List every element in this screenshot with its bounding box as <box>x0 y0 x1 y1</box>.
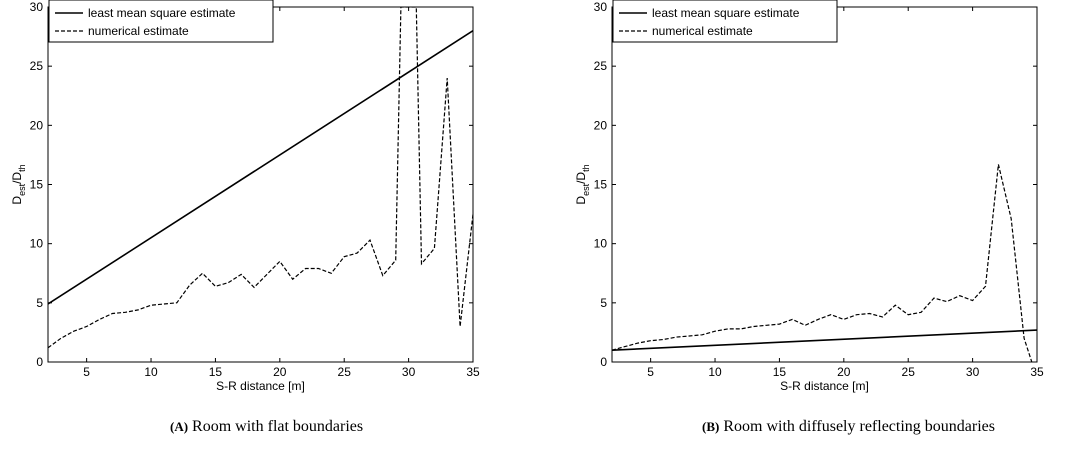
plot-area <box>47 6 474 363</box>
caption-b-tag: (B) <box>702 419 720 434</box>
y-tick-label: 0 <box>36 355 43 369</box>
series-least-mean-square-line <box>48 30 473 305</box>
legend-label: least mean square estimate <box>652 6 800 20</box>
x-tick-label: 20 <box>273 365 287 379</box>
y-tick-label: 25 <box>30 59 44 73</box>
y-tick-label: 10 <box>30 237 44 251</box>
x-tick-label: 10 <box>708 365 722 379</box>
legend-label: least mean square estimate <box>88 6 236 20</box>
caption-a-tag: (A) <box>170 419 189 434</box>
x-tick-label: 10 <box>144 365 158 379</box>
y-tick-label: 20 <box>594 118 608 132</box>
legend-label: numerical estimate <box>88 24 189 38</box>
x-axis-label: S-R distance [m] <box>780 379 869 393</box>
y-tick-label: 0 <box>600 355 607 369</box>
y-tick-label: 30 <box>594 0 608 14</box>
y-tick-label: 25 <box>594 59 608 73</box>
plot-area <box>611 6 1038 363</box>
chart-panel-b: 5 10 15 20 25 30 35 0 5 10 15 20 25 30 S-R distance [m… <box>574 0 1044 393</box>
y-axis-label: Dest/Dth <box>574 164 591 204</box>
series-least-mean-square-line <box>612 329 1037 351</box>
x-tick-label: 25 <box>902 365 916 379</box>
x-tick-label: 15 <box>209 365 223 379</box>
x-tick-label: 15 <box>773 365 787 379</box>
x-tick-label: 5 <box>647 365 654 379</box>
x-tick-label: 25 <box>338 365 352 379</box>
y-tick-label: 10 <box>594 237 608 251</box>
y-tick-label: 5 <box>600 296 607 310</box>
caption-a-text: Room with flat boundaries <box>192 418 364 435</box>
caption-b-text: Room with diffusely reflecting boundarie… <box>723 418 995 435</box>
x-axis-label: S-R distance [m] <box>216 379 305 393</box>
chart-panel-a: 5 10 15 20 25 30 35 0 5 10 15 20 25 30 S-R distance [m… <box>10 0 480 393</box>
y-axis-label: Dest/Dth <box>10 164 27 204</box>
legend-label: numerical estimate <box>652 24 753 38</box>
caption-b: (B) Room with diffusely reflecting bound… <box>702 418 995 436</box>
y-tick-label: 20 <box>30 118 44 132</box>
y-tick-label: 15 <box>594 178 608 192</box>
x-tick-label: 35 <box>466 365 480 379</box>
x-tick-label: 20 <box>837 365 851 379</box>
legend-box <box>48 0 274 43</box>
x-tick-label: 30 <box>966 365 980 379</box>
y-tick-label: 15 <box>30 178 44 192</box>
caption-a: (A) Room with flat boundaries <box>170 418 363 436</box>
x-tick-label: 35 <box>1030 365 1044 379</box>
x-tick-label: 30 <box>402 365 416 379</box>
y-tick-label: 5 <box>36 296 43 310</box>
legend: least mean square estimate numerical esti… <box>612 0 838 43</box>
legend-box <box>612 0 838 43</box>
series-numerical-estimate-line <box>612 164 1033 362</box>
legend: least mean square estimate numerical esti… <box>48 0 274 43</box>
y-tick-label: 30 <box>30 0 44 14</box>
series-numerical-estimate-line <box>48 7 473 349</box>
x-tick-label: 5 <box>83 365 90 379</box>
